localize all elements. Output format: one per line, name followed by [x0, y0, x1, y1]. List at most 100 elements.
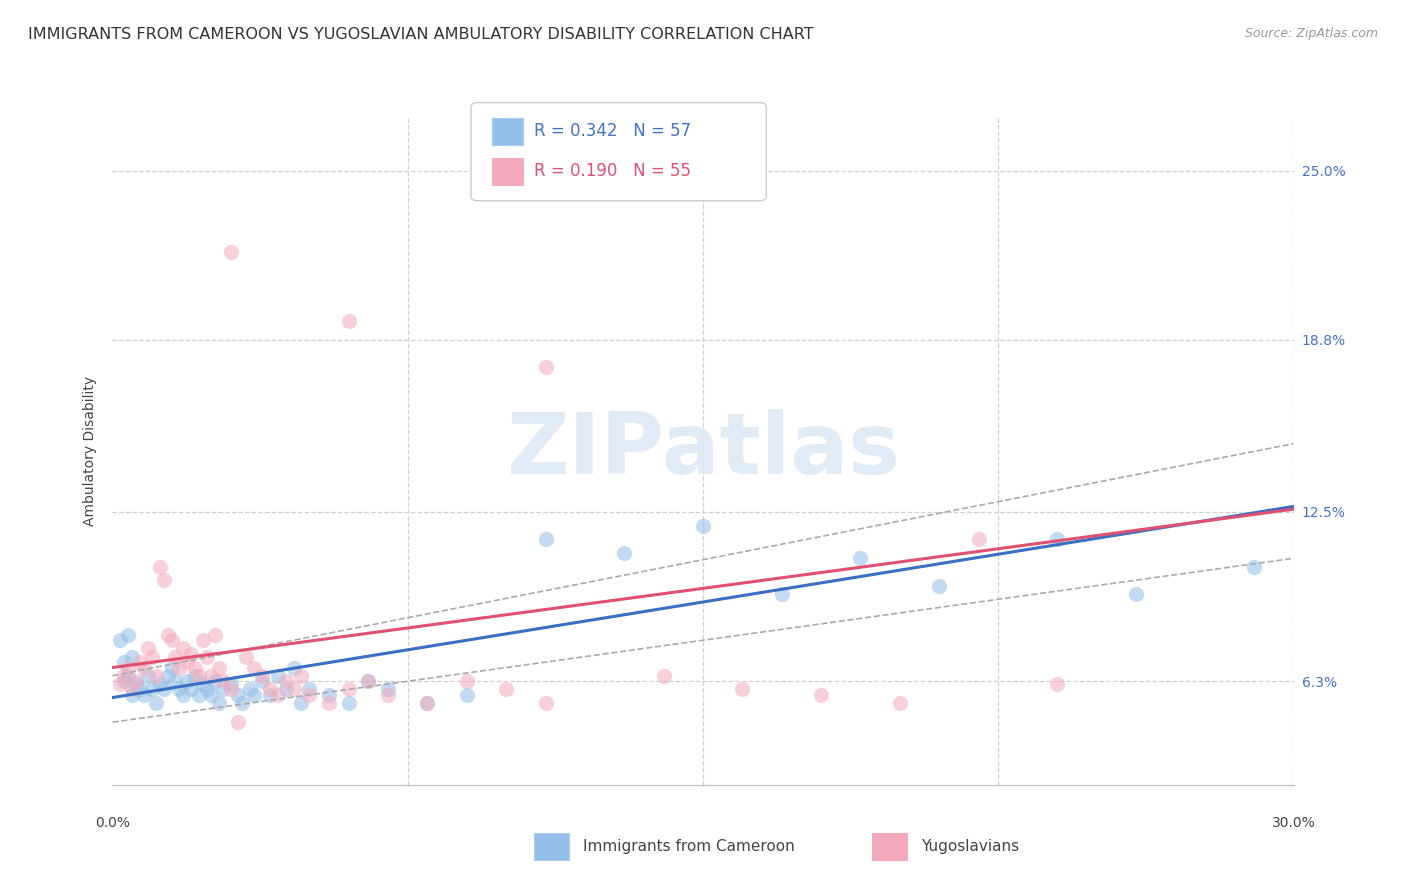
Point [125, 677, 148, 691]
Point [165, 674, 187, 689]
Point [416, 696, 439, 710]
Point [195, 682, 218, 697]
Point [160, 660, 183, 674]
Point [274, 674, 297, 689]
Point [231, 696, 253, 710]
Text: 0.0%: 0.0% [96, 816, 129, 830]
Point [180, 647, 202, 661]
Point [141, 649, 163, 664]
Point [121, 649, 143, 664]
Point [112, 669, 135, 683]
Point [243, 660, 266, 674]
Text: Immigrants from Cameroon: Immigrants from Cameroon [583, 839, 796, 854]
Point [191, 677, 214, 691]
Point [318, 696, 340, 710]
Point [184, 660, 207, 674]
Point [337, 314, 360, 328]
Point [731, 682, 754, 697]
Point [145, 696, 167, 710]
Point [149, 559, 172, 574]
Point [290, 696, 312, 710]
Point [283, 682, 305, 697]
Point [495, 682, 517, 697]
Text: IMMIGRANTS FROM CAMEROON VS YUGOSLAVIAN AMBULATORY DISABILITY CORRELATION CHART: IMMIGRANTS FROM CAMEROON VS YUGOSLAVIAN … [28, 27, 814, 42]
Point [169, 660, 191, 674]
Point [117, 660, 139, 674]
Point [129, 655, 152, 669]
Text: 30.0%: 30.0% [1271, 816, 1316, 830]
Point [290, 669, 312, 683]
Point [219, 677, 242, 691]
Point [219, 245, 242, 260]
Point [204, 674, 226, 689]
Point [169, 682, 191, 697]
Point [176, 655, 198, 669]
Point [228, 688, 250, 702]
Point [239, 682, 262, 697]
Point [250, 669, 273, 683]
Point [208, 696, 231, 710]
Point [267, 688, 290, 702]
Point [283, 660, 305, 674]
Point [121, 682, 143, 697]
Point [172, 641, 194, 656]
Text: Yugoslavians: Yugoslavians [921, 839, 1019, 854]
Point [191, 633, 214, 648]
Point [211, 674, 233, 689]
Point [357, 674, 380, 689]
Point [613, 546, 636, 560]
Point [112, 655, 135, 669]
Point [188, 669, 211, 683]
Point [337, 696, 360, 710]
Point [136, 641, 159, 656]
Point [416, 696, 439, 710]
Point [692, 518, 714, 533]
Point [267, 669, 290, 683]
Point [156, 669, 179, 683]
Point [259, 682, 281, 697]
Point [195, 649, 218, 664]
Point [132, 660, 155, 674]
Y-axis label: Ambulatory Disability: Ambulatory Disability [83, 376, 97, 525]
Point [188, 688, 211, 702]
Point [117, 669, 139, 683]
Point [200, 688, 222, 702]
Point [534, 360, 557, 375]
Point [1125, 587, 1147, 601]
Point [274, 682, 297, 697]
Point [160, 633, 183, 648]
Point [172, 688, 194, 702]
Point [849, 551, 872, 566]
Point [121, 688, 143, 702]
Point [112, 674, 135, 689]
Point [652, 669, 675, 683]
Point [110, 633, 132, 648]
Point [145, 669, 167, 683]
Point [318, 688, 340, 702]
Point [259, 688, 281, 702]
Point [810, 688, 832, 702]
Point [176, 674, 198, 689]
Point [156, 628, 179, 642]
Point [228, 715, 250, 730]
Point [889, 696, 911, 710]
Point [298, 688, 321, 702]
Point [377, 688, 399, 702]
Text: Source: ZipAtlas.com: Source: ZipAtlas.com [1244, 27, 1378, 40]
Point [152, 573, 174, 587]
Point [180, 682, 202, 697]
Point [534, 696, 557, 710]
Point [132, 688, 155, 702]
Point [243, 688, 266, 702]
Point [129, 682, 152, 697]
Point [1046, 532, 1069, 546]
Point [1243, 559, 1265, 574]
Point [136, 669, 159, 683]
Point [211, 682, 233, 697]
Point [117, 628, 139, 642]
Point [110, 677, 132, 691]
Point [165, 649, 187, 664]
Point [204, 628, 226, 642]
Text: R = 0.190   N = 55: R = 0.190 N = 55 [534, 162, 692, 180]
Text: R = 0.342   N = 57: R = 0.342 N = 57 [534, 122, 692, 140]
